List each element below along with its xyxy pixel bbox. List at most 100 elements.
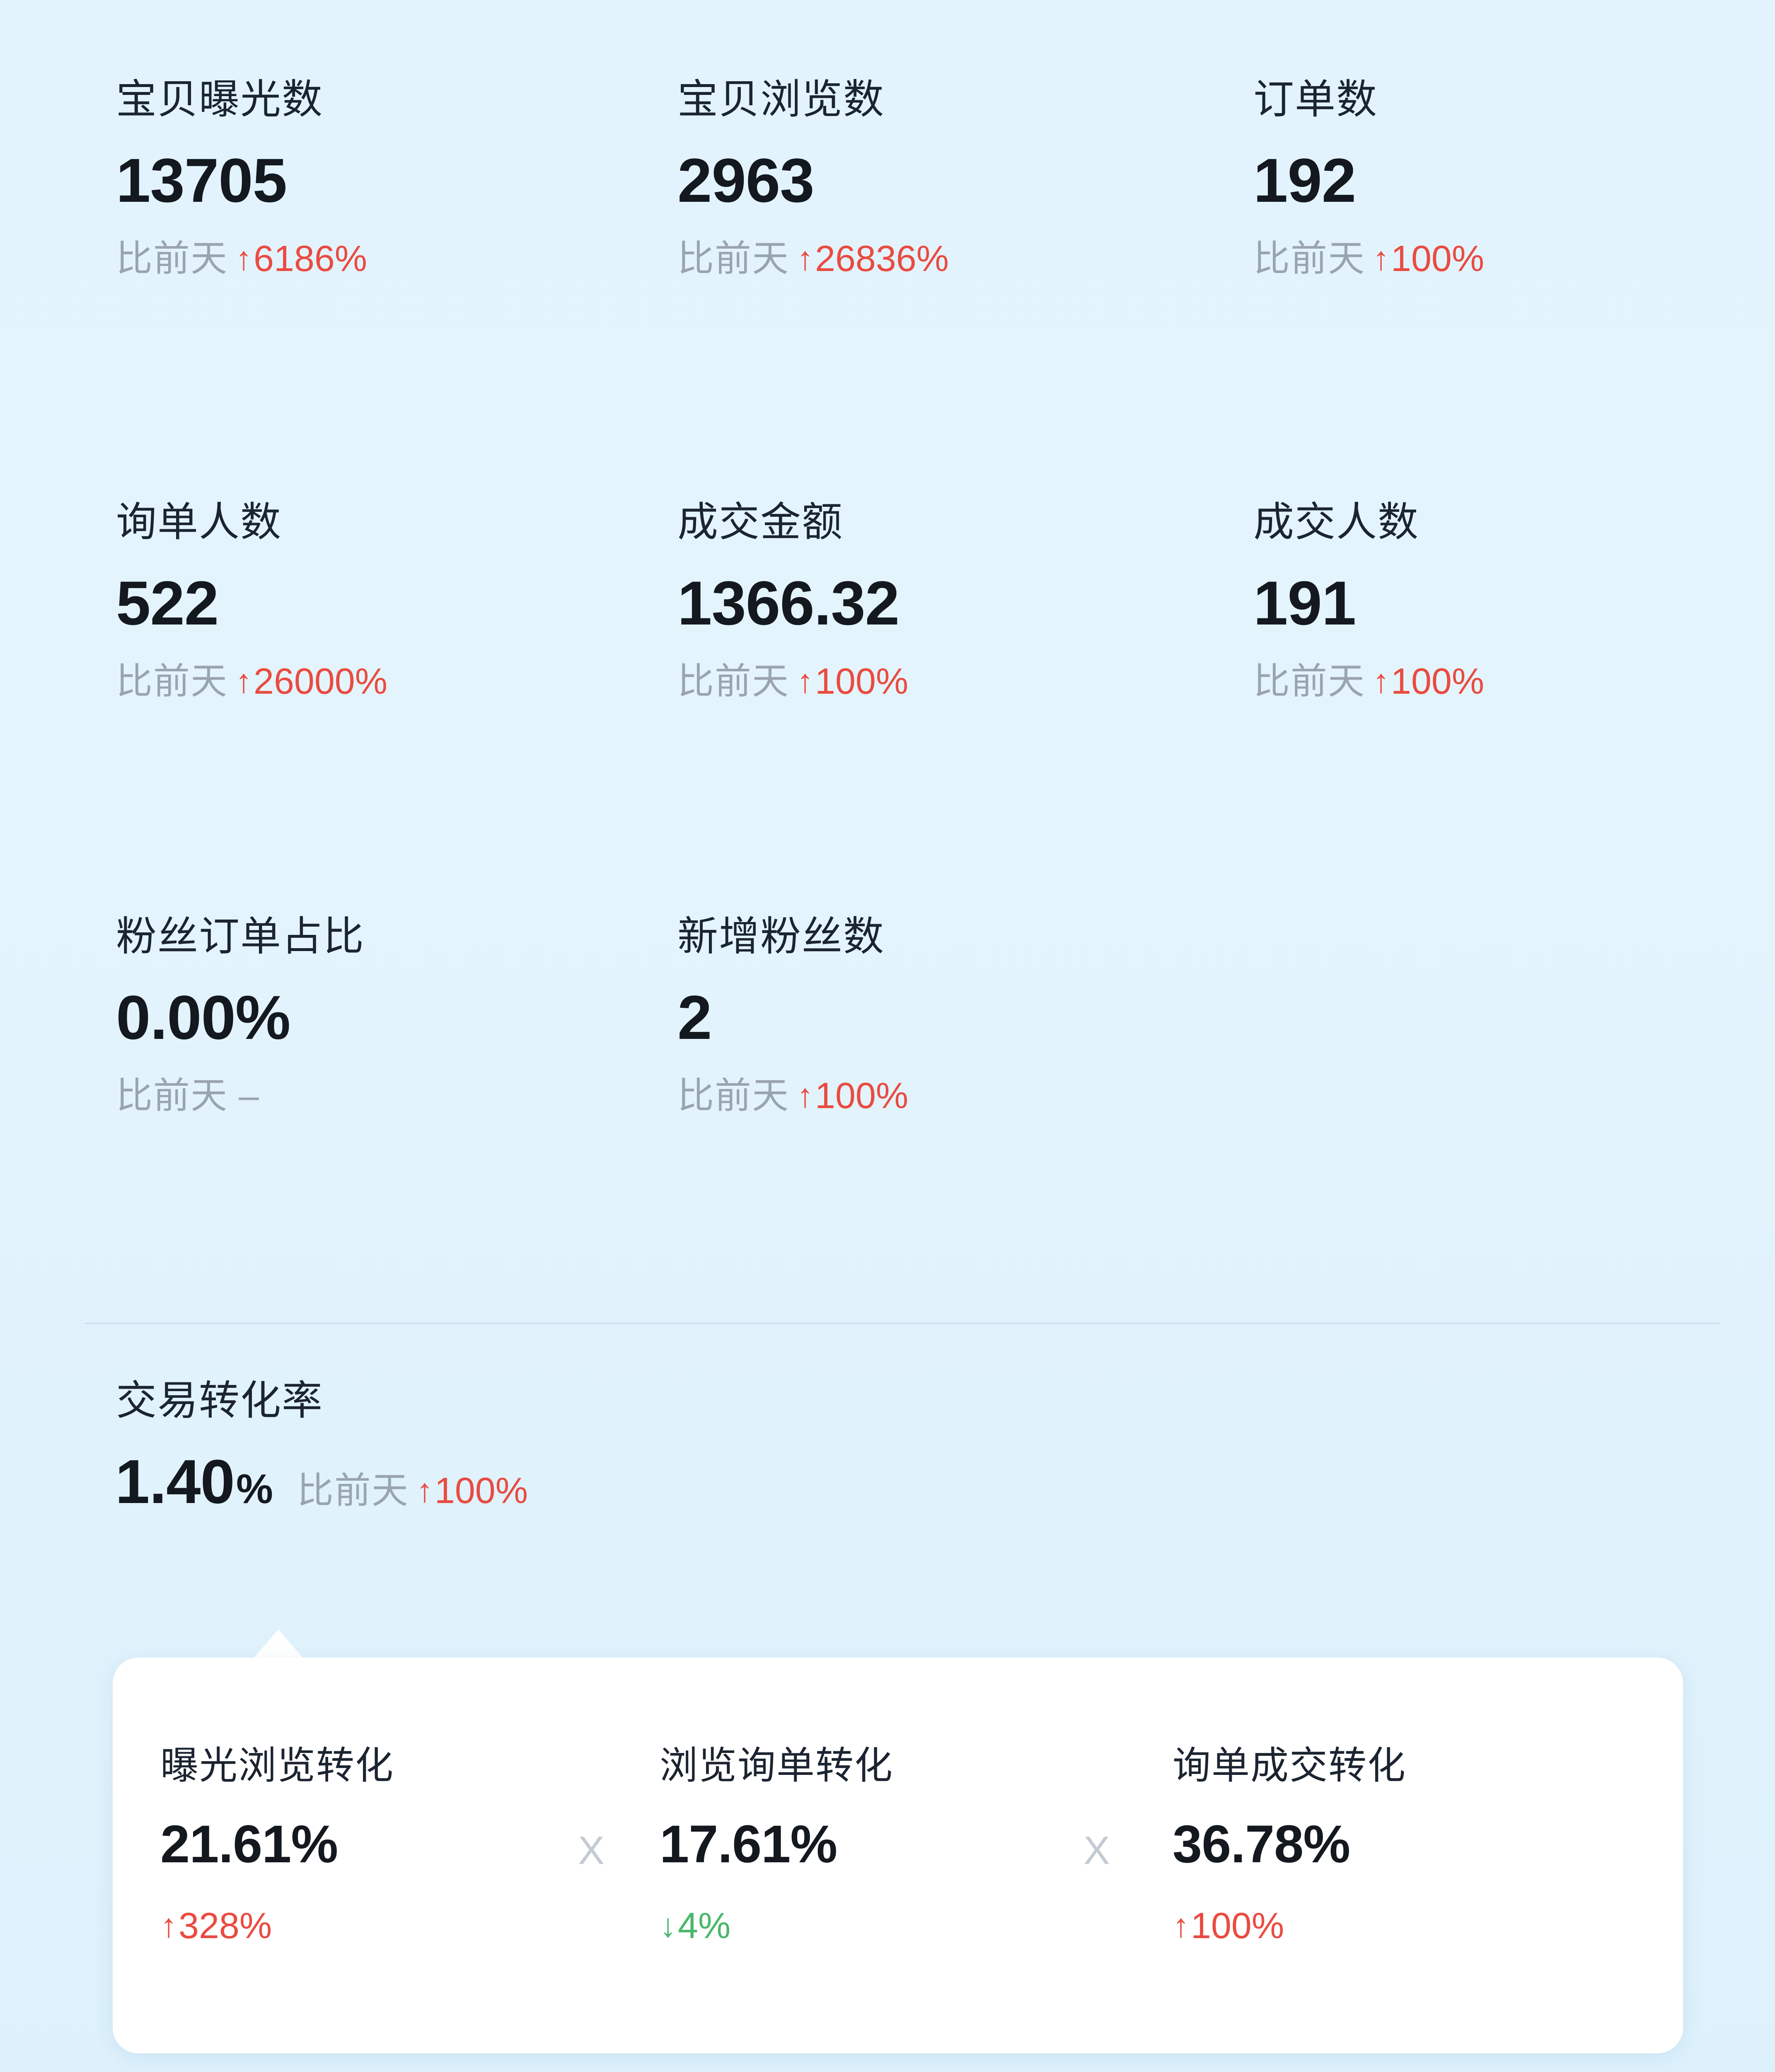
compare-label: 比前天	[677, 661, 790, 702]
compare-label: 比前天	[677, 238, 790, 279]
metric-card-fensi-dingdan-zhanbi[interactable]: 粉丝订单占比 0.00% 比前天 –	[0, 916, 580, 1330]
conversion-rate-section: 交易转化率 1.40 % 比前天 ↑ 100%	[0, 1380, 1775, 1513]
delta-value: 100%	[434, 1470, 528, 1511]
delta-value: 26836%	[815, 238, 949, 279]
funnel-step-liulan-xundan[interactable]: 浏览询单转化 17.61% ↓ 4%	[618, 1658, 1070, 1944]
compare-label: 比前天	[1253, 661, 1366, 702]
delta-value-wrap: ↑ 100%	[416, 1472, 528, 1509]
metric-delta: 比前天 –	[116, 1077, 580, 1114]
delta-value-wrap: ↑ 26000%	[235, 663, 387, 700]
metric-delta: 比前天 ↑ 26836%	[677, 240, 1160, 277]
metric-card-chengjiao-renshu[interactable]: 成交人数 191 比前天 ↑ 100%	[1160, 501, 1740, 916]
funnel-card-inner: 曝光浏览转化 21.61% ↑ 328% X 浏览询单转化 17.61% ↓ 4…	[113, 1658, 1683, 2053]
metric-delta: 比前天 ↑ 100%	[677, 663, 1160, 700]
delta-value: 6186%	[254, 238, 368, 279]
arrow-up-icon: ↑	[235, 663, 252, 700]
delta-value: 100%	[1191, 1905, 1284, 1946]
metric-label: 成交金额	[677, 499, 844, 545]
arrow-up-icon: ↑	[1173, 1907, 1189, 1944]
arrow-up-icon: ↑	[797, 240, 814, 277]
conversion-rate-unit: %	[236, 1466, 273, 1512]
metric-label: 成交人数	[1253, 499, 1420, 545]
funnel-step-delta: ↓ 4%	[660, 1907, 1070, 1944]
delta-value: 100%	[1391, 661, 1485, 702]
delta-value-wrap: ↑ 26836%	[797, 240, 949, 277]
metric-label: 粉丝订单占比	[116, 913, 365, 959]
funnel-separator-multiply-2: X	[1083, 1828, 1110, 1873]
arrow-down-icon: ↓	[660, 1907, 676, 1944]
arrow-up-icon: ↑	[235, 240, 252, 277]
metric-value: 192	[1253, 145, 1356, 215]
funnel-step-value: 17.61%	[660, 1815, 837, 1874]
metric-delta: 比前天 ↑ 26000%	[116, 663, 580, 700]
metrics-grid: 宝贝曝光数 13705 比前天 ↑ 6186% 宝贝浏览数 2963 比前天 ↑…	[0, 79, 1775, 1330]
metric-card-chengjiao-jine[interactable]: 成交金额 1366.32 比前天 ↑ 100%	[580, 501, 1160, 916]
metric-card-xundan-renshu[interactable]: 询单人数 522 比前天 ↑ 26000%	[0, 501, 580, 916]
funnel-step-xundan-chengjiao[interactable]: 询单成交转化 36.78% ↑ 100%	[1124, 1658, 1575, 1944]
metric-delta: 比前天 ↑ 6186%	[116, 240, 580, 277]
delta-value-wrap: ↑ 100%	[1373, 663, 1484, 700]
delta-value-wrap: ↑ 100%	[797, 663, 908, 700]
delta-value: 100%	[815, 661, 909, 702]
funnel-step-title: 浏览询单转化	[660, 1745, 894, 1787]
funnel-step-value: 36.78%	[1173, 1815, 1350, 1874]
metric-value: 522	[116, 568, 219, 638]
metric-card-baobei-liulan[interactable]: 宝贝浏览数 2963 比前天 ↑ 26836%	[580, 79, 1160, 501]
metric-value: 13705	[116, 145, 287, 215]
funnel-step-title: 询单成交转化	[1173, 1745, 1407, 1787]
conversion-rate-value: 1.40	[115, 1447, 235, 1516]
metric-card-dingdan-shu[interactable]: 订单数 192 比前天 ↑ 100%	[1160, 79, 1740, 501]
compare-label: 比前天	[1253, 238, 1366, 279]
metric-delta: 比前天 ↑ 100%	[1253, 663, 1740, 700]
compare-label: 比前天	[116, 661, 228, 702]
funnel-step-delta: ↑ 328%	[160, 1907, 564, 1944]
metric-label: 宝贝曝光数	[116, 76, 324, 122]
metric-delta: 比前天 ↑ 100%	[677, 1077, 1160, 1114]
section-divider	[85, 1323, 1719, 1324]
metric-card-baobei-baoguang[interactable]: 宝贝曝光数 13705 比前天 ↑ 6186%	[0, 79, 580, 501]
metric-value: 0.00%	[116, 983, 290, 1052]
funnel-step-value: 21.61%	[160, 1815, 338, 1874]
card-pointer-triangle	[253, 1629, 304, 1659]
funnel-step-title: 曝光浏览转化	[160, 1745, 394, 1787]
arrow-up-icon: ↑	[1373, 663, 1390, 700]
compare-label: 比前天	[116, 238, 228, 279]
funnel-card: 曝光浏览转化 21.61% ↑ 328% X 浏览询单转化 17.61% ↓ 4…	[113, 1658, 1683, 2053]
arrow-up-icon: ↑	[797, 663, 814, 700]
delta-value-wrap: ↑ 100%	[797, 1077, 908, 1114]
conversion-rate-line: 1.40 % 比前天 ↑ 100%	[115, 1450, 1775, 1513]
metrics-row: 粉丝订单占比 0.00% 比前天 – 新增粉丝数 2 比前天 ↑ 100%	[0, 916, 1775, 1330]
arrow-up-icon: ↑	[797, 1077, 814, 1114]
metric-card-empty	[1160, 916, 1740, 1330]
arrow-up-icon: ↑	[160, 1907, 177, 1944]
metric-label: 宝贝浏览数	[677, 76, 885, 122]
conversion-rate-label: 交易转化率	[116, 1377, 324, 1423]
metrics-row: 询单人数 522 比前天 ↑ 26000% 成交金额 1366.32 比前天 ↑…	[0, 501, 1775, 916]
compare-label: 比前天	[297, 1470, 409, 1511]
metric-label: 询单人数	[116, 499, 282, 545]
metrics-row: 宝贝曝光数 13705 比前天 ↑ 6186% 宝贝浏览数 2963 比前天 ↑…	[0, 79, 1775, 501]
funnel-separator-multiply-1: X	[578, 1828, 605, 1873]
delta-value: 26000%	[254, 661, 387, 702]
metric-value: 2963	[677, 145, 815, 215]
metric-value: 191	[1253, 568, 1356, 638]
delta-value: –	[239, 1075, 259, 1116]
delta-value: 328%	[179, 1905, 272, 1946]
metric-delta: 比前天 ↑ 100%	[1253, 240, 1740, 277]
delta-value: 100%	[1391, 238, 1485, 279]
delta-value: 100%	[815, 1075, 909, 1116]
delta-value-wrap: ↑ 100%	[1373, 240, 1484, 277]
conversion-rate-delta: 比前天 ↑ 100%	[297, 1472, 528, 1509]
arrow-up-icon: ↑	[416, 1472, 433, 1509]
delta-value-wrap: ↑ 6186%	[235, 240, 367, 277]
funnel-step-delta: ↑ 100%	[1173, 1907, 1575, 1944]
metric-value: 2	[677, 983, 712, 1052]
metric-value: 1366.32	[677, 568, 900, 638]
delta-value: 4%	[678, 1905, 731, 1946]
metric-label: 订单数	[1253, 76, 1378, 122]
compare-label: 比前天	[677, 1075, 790, 1116]
arrow-up-icon: ↑	[1373, 240, 1390, 277]
funnel-step-baoguang-liulan[interactable]: 曝光浏览转化 21.61% ↑ 328%	[113, 1658, 564, 1944]
metric-card-xinzeng-fensi[interactable]: 新增粉丝数 2 比前天 ↑ 100%	[580, 916, 1160, 1330]
metric-label: 新增粉丝数	[677, 913, 885, 959]
